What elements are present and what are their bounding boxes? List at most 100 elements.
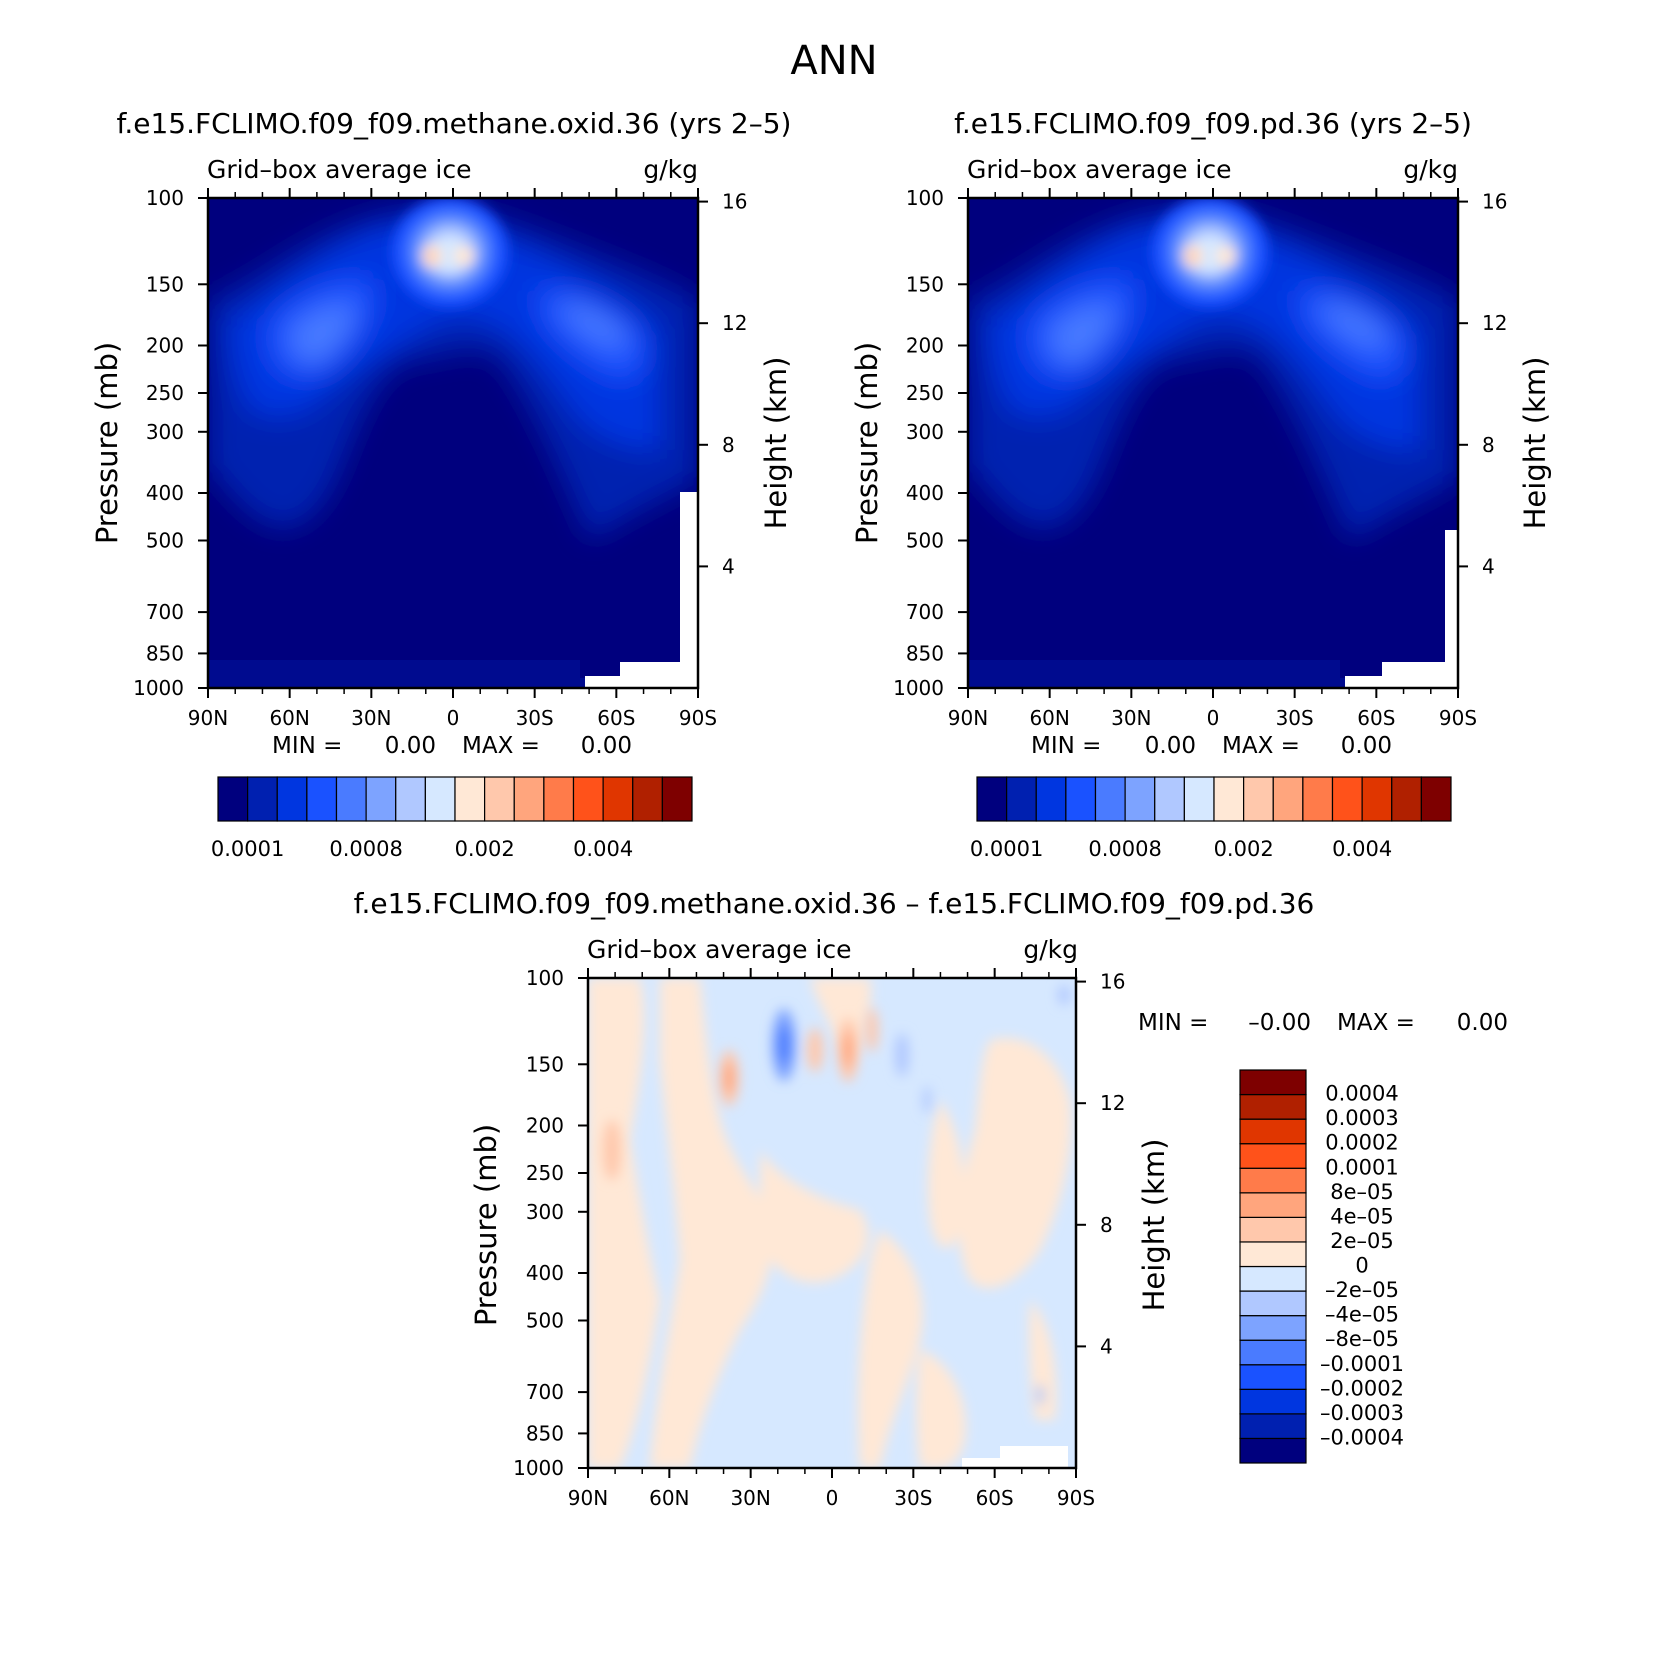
panel-left-y-tick-label: 250	[146, 381, 184, 405]
panel-right: f.e15.FCLIMO.f09_f09.pd.36 (yrs 2–5) Gri…	[850, 107, 1552, 861]
panel-left-colorbar-swatch	[572, 776, 604, 822]
panel-left-colorbar-swatch	[306, 776, 338, 822]
panel-right-colorbar-swatch	[1391, 776, 1422, 822]
panel-left-colorbar-label: 0.002	[455, 837, 515, 861]
panel-diff-colorbar-label: –0.0004	[1320, 1425, 1404, 1449]
panel-diff-x-tick-label: 90S	[1057, 1486, 1095, 1510]
panel-left-y-tick-label: 1000	[133, 676, 184, 700]
panel-diff-colorbar-swatch	[1239, 1143, 1307, 1169]
panel-diff-colorbar-label: 4e–05	[1330, 1204, 1394, 1228]
panel-left-x-tick-label: 90N	[188, 706, 228, 730]
panel-left-colorbar-label: 0.004	[573, 837, 633, 861]
panel-diff-colorbar: 0.00040.00030.00020.00018e–054e–052e–050…	[1239, 1069, 1404, 1464]
panel-diff-colorbar-label: –0.0001	[1320, 1352, 1404, 1376]
panel-left-colorbar-swatch	[543, 776, 575, 822]
panel-left-colorbar-swatch	[513, 776, 545, 822]
panel-right-height-tick-label: 12	[1482, 311, 1507, 335]
panel-left-x-tick-label: 90S	[679, 706, 717, 730]
panel-diff-colorbar-label: –0.0003	[1320, 1401, 1404, 1425]
panel-diff-colorbar-label: –0.0002	[1320, 1376, 1404, 1400]
panel-right-y-tick-label: 850	[906, 641, 944, 665]
panel-right-colorbar-swatch	[1272, 776, 1304, 822]
panel-diff-min-label: MIN =	[1138, 1010, 1208, 1036]
panel-right-colorbar-swatch	[1243, 776, 1274, 822]
panel-right-colorbar-label: 0.004	[1332, 837, 1392, 861]
panel-left-ylabel: Pressure (mb)	[90, 342, 124, 544]
panel-left-colorbar-swatch	[217, 776, 249, 822]
panel-diff-min-value: –0.00	[1248, 1010, 1311, 1036]
panel-right-contour-field	[968, 198, 1458, 688]
panel-left-y-tick-label: 100	[146, 186, 184, 210]
panel-diff-y-tick-label: 500	[526, 1308, 564, 1332]
panel-left-ticks: 100 150 200 250 300 400 500 700 850 1000 16 12 8 4 90N…	[133, 186, 747, 730]
panel-diff-colorbar-swatch	[1239, 1265, 1307, 1292]
panel-right-x-tick-label: 0	[1207, 706, 1220, 730]
panel-right-colorbar-swatch	[1331, 776, 1363, 822]
panel-left-height-tick-label: 12	[722, 311, 747, 335]
panel-right-x-tick-label: 90N	[948, 706, 988, 730]
panel-diff-height-tick-label: 12	[1100, 1091, 1125, 1115]
panel-right-colorbar-swatch	[1124, 776, 1156, 822]
panel-diff-y-tick-label: 150	[526, 1052, 564, 1076]
panel-left-field-label: Grid–box average ice	[207, 155, 471, 184]
panel-right-x-tick-label: 30N	[1111, 706, 1151, 730]
panel-diff-colorbar-swatch	[1239, 1192, 1307, 1218]
panel-left-height-tick-label: 4	[722, 554, 735, 578]
panel-right-height-tick-label: 4	[1482, 554, 1495, 578]
panel-right-colorbar: 0.0001 0.0008 0.002 0.004	[970, 776, 1452, 861]
panel-right-min-label: MIN =	[1031, 733, 1101, 759]
panel-left-colorbar-swatch	[454, 776, 486, 822]
panel-diff-colorbar-swatch	[1239, 1167, 1307, 1194]
panel-left-min-value: 0.00	[385, 733, 436, 759]
panel-diff-colorbar-swatch	[1239, 1241, 1307, 1268]
panel-diff-contour-field	[588, 978, 1076, 1468]
panel-right-height-tick-label: 16	[1482, 190, 1507, 214]
panel-diff-colorbar-swatch	[1239, 1437, 1307, 1464]
page-title: ANN	[790, 38, 877, 84]
panel-right-colorbar-swatch	[976, 776, 1008, 822]
panel-right-colorbar-swatch	[1094, 776, 1126, 822]
panel-diff-colorbar-label: –8e–05	[1325, 1327, 1399, 1351]
panel-left-colorbar-swatch	[247, 776, 278, 822]
panel-left-colorbar-swatch	[395, 776, 426, 822]
panel-diff-colorbar-swatch	[1239, 1413, 1307, 1440]
panel-diff-colorbar-swatch	[1239, 1315, 1307, 1341]
panel-right-colorbar-swatch	[1420, 776, 1452, 822]
panel-diff-y-tick-label: 200	[526, 1114, 564, 1138]
panel-diff-colorbar-swatch	[1239, 1290, 1307, 1317]
panel-right-y-tick-label: 300	[906, 420, 944, 444]
panel-left-colorbar-label: 0.0008	[329, 837, 402, 861]
panel-right-colorbar-label: 0.002	[1214, 837, 1274, 861]
panel-right-y-tick-label: 400	[906, 481, 944, 505]
panel-diff-x-tick-label: 0	[826, 1486, 839, 1510]
panel-diff-colorbar-swatch	[1239, 1118, 1307, 1145]
panel-left-title: f.e15.FCLIMO.f09_f09.methane.oxid.36 (yr…	[117, 107, 792, 140]
panel-right-x-tick-label: 60N	[1029, 706, 1069, 730]
panel-diff-height-tick-label: 4	[1100, 1334, 1113, 1358]
panel-left-colorbar-swatch	[365, 776, 397, 822]
panel-left-colorbar-swatch	[276, 776, 308, 822]
panel-diff-colorbar-swatch	[1239, 1364, 1307, 1390]
panel-left-y-tick-label: 150	[146, 272, 184, 296]
panel-diff-y-tick-label: 100	[526, 966, 564, 990]
panel-left-min-label: MIN =	[272, 733, 342, 759]
panel-diff-colorbar-label: 0.0004	[1325, 1082, 1398, 1106]
panel-right-height-tick-label: 8	[1482, 433, 1495, 457]
panel-left-x-tick-label: 30N	[351, 706, 391, 730]
panel-diff-colorbar-label: 0.0002	[1325, 1131, 1398, 1155]
panel-right-colorbar-swatch	[1302, 776, 1334, 822]
panel-diff-ylabel-right: Height (km)	[1137, 1139, 1171, 1312]
panel-left-height-tick-label: 8	[722, 433, 735, 457]
panel-diff-colorbar-label: 8e–05	[1330, 1180, 1394, 1204]
panel-left-x-tick-label: 60N	[269, 706, 309, 730]
panel-right-title: f.e15.FCLIMO.f09_f09.pd.36 (yrs 2–5)	[954, 107, 1472, 140]
panel-diff: f.e15.FCLIMO.f09_f09.methane.oxid.36 – f…	[354, 887, 1508, 1510]
panel-left-colorbar-swatch	[632, 776, 663, 822]
panel-diff-y-tick-label: 850	[526, 1421, 564, 1445]
panel-right-colorbar-swatch	[1006, 776, 1037, 822]
panel-left-colorbar-swatch	[335, 776, 367, 822]
panel-diff-y-tick-label: 250	[526, 1161, 564, 1185]
panel-left-units: g/kg	[643, 155, 698, 184]
panel-right-colorbar-swatch	[1213, 776, 1245, 822]
panel-right-max-label: MAX =	[1222, 733, 1300, 759]
